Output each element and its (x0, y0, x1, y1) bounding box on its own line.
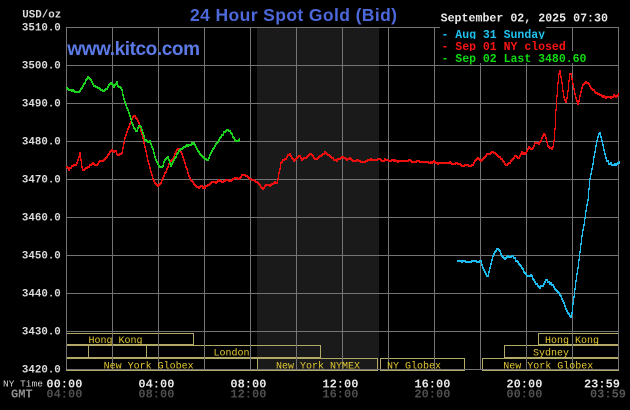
svg-text:NY Globex: NY Globex (387, 361, 441, 373)
svg-text:08:00: 08:00 (230, 378, 266, 392)
svg-text:3460.0: 3460.0 (22, 213, 61, 225)
svg-text:16:00: 16:00 (322, 388, 358, 402)
svg-text:3450.0: 3450.0 (22, 251, 61, 263)
svg-text:3490.0: 3490.0 (22, 99, 61, 111)
svg-text:04:00: 04:00 (138, 378, 174, 392)
svg-text:Sydney: Sydney (533, 348, 569, 360)
svg-text:NY Time: NY Time (3, 379, 43, 390)
svg-text:New York Globex: New York Globex (104, 361, 194, 373)
svg-text:- Sep 02 Last 3480.60: - Sep 02 Last 3480.60 (442, 53, 587, 66)
svg-text:USD/oz: USD/oz (22, 10, 61, 22)
svg-text:00:00: 00:00 (46, 378, 82, 392)
svg-text:3420.0: 3420.0 (22, 365, 61, 377)
svg-text:04:00: 04:00 (46, 388, 82, 402)
svg-text:September 02, 2025 07:30: September 02, 2025 07:30 (441, 13, 608, 26)
svg-text:3470.0: 3470.0 (22, 175, 61, 187)
svg-text:03:59: 03:59 (590, 388, 626, 402)
svg-text:12:00: 12:00 (230, 388, 266, 402)
svg-text:3480.0: 3480.0 (22, 137, 61, 149)
svg-text:20:00: 20:00 (414, 388, 450, 402)
svg-text:- Sep 01 NY closed: - Sep 01 NY closed (442, 41, 566, 54)
svg-text:3500.0: 3500.0 (22, 61, 61, 73)
svg-text:08:00: 08:00 (138, 388, 174, 402)
svg-text:Hong Kong: Hong Kong (545, 336, 599, 347)
svg-text:GMT: GMT (11, 388, 33, 402)
svg-text:12:00: 12:00 (322, 378, 358, 392)
svg-text:00:00: 00:00 (506, 388, 542, 402)
svg-text:23:59: 23:59 (584, 378, 620, 392)
svg-text:www.kitco.com: www.kitco.com (66, 39, 200, 60)
svg-text:- Aug 31 Sunday: - Aug 31 Sunday (442, 29, 546, 42)
svg-text:London: London (214, 348, 250, 360)
svg-text:3430.0: 3430.0 (22, 327, 61, 339)
svg-text:New York Globex: New York Globex (503, 361, 593, 373)
svg-text:24 Hour Spot Gold (Bid): 24 Hour Spot Gold (Bid) (190, 5, 397, 25)
svg-text:3440.0: 3440.0 (22, 289, 61, 301)
svg-text:New York NYMEX: New York NYMEX (276, 361, 360, 373)
svg-text:16:00: 16:00 (414, 378, 450, 392)
svg-text:20:00: 20:00 (506, 378, 542, 392)
svg-text:3510.0: 3510.0 (22, 23, 61, 35)
svg-text:Hong Kong: Hong Kong (89, 336, 143, 347)
